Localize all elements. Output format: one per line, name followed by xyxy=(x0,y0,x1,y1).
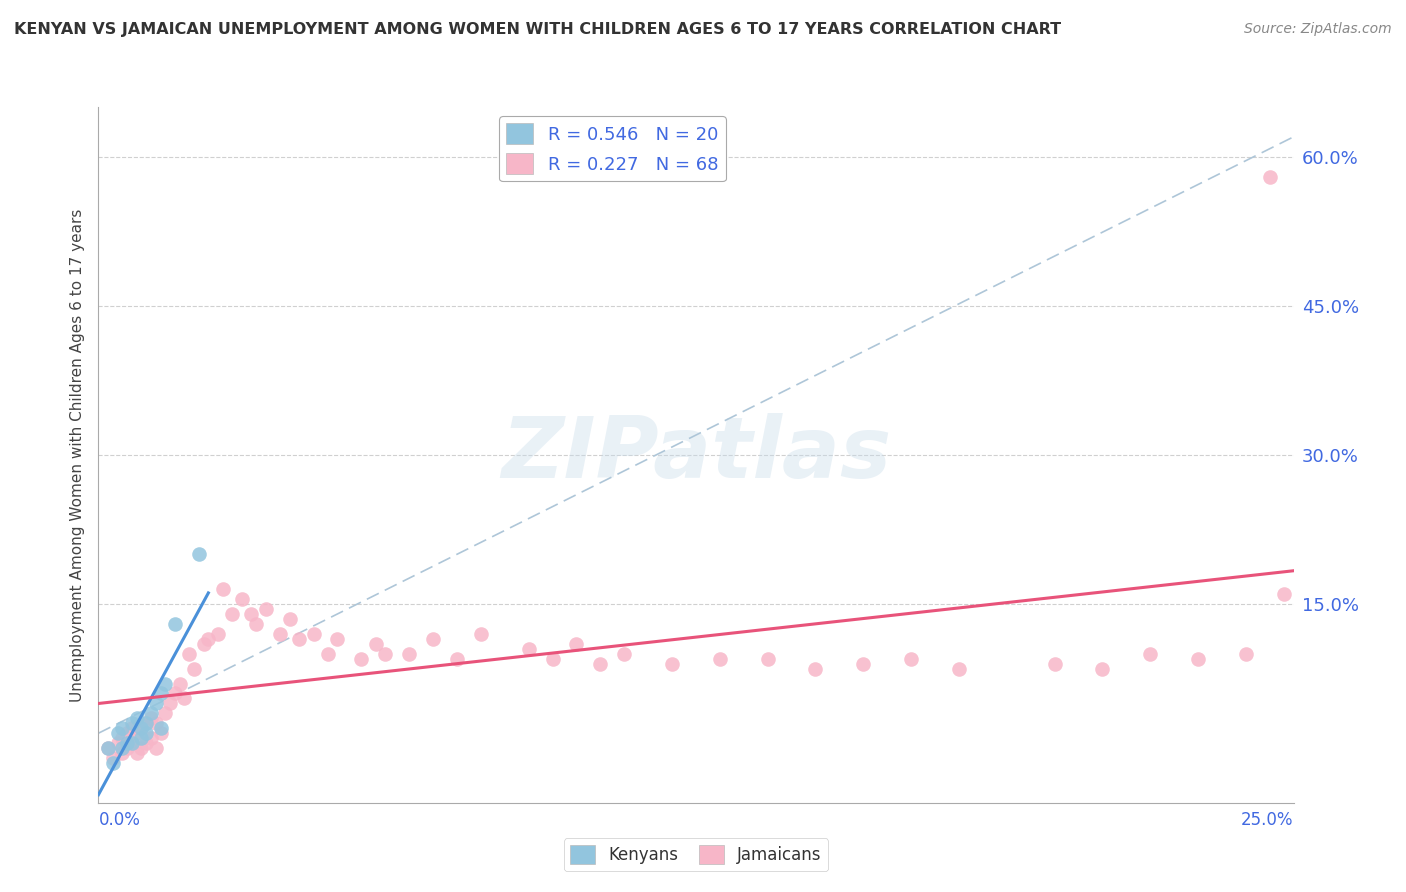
Point xyxy=(1258,169,1281,184)
Point xyxy=(900,651,922,665)
Point xyxy=(446,651,468,665)
Point xyxy=(179,647,201,661)
Point xyxy=(131,741,153,756)
Point xyxy=(135,716,157,731)
Point xyxy=(197,632,219,646)
Point xyxy=(155,706,177,721)
Point xyxy=(709,651,731,665)
Point xyxy=(101,756,124,770)
Point xyxy=(125,726,148,740)
Point xyxy=(589,657,612,671)
Point xyxy=(398,647,420,661)
Point xyxy=(183,662,205,676)
Point xyxy=(169,676,191,690)
Point xyxy=(149,686,172,700)
Point xyxy=(374,647,396,661)
Text: 25.0%: 25.0% xyxy=(1241,811,1294,829)
Point xyxy=(107,726,129,740)
Point xyxy=(135,736,157,750)
Point xyxy=(1234,647,1257,661)
Point xyxy=(107,736,129,750)
Point xyxy=(173,691,195,706)
Point xyxy=(1139,647,1161,661)
Legend: Kenyans, Jamaicans: Kenyans, Jamaicans xyxy=(564,838,828,871)
Point xyxy=(163,686,186,700)
Point xyxy=(231,592,253,607)
Point xyxy=(326,632,349,646)
Point xyxy=(145,716,167,731)
Point xyxy=(139,731,162,746)
Point xyxy=(565,637,588,651)
Point xyxy=(661,657,683,671)
Point xyxy=(97,741,120,756)
Point xyxy=(115,741,138,756)
Point xyxy=(517,641,540,656)
Point xyxy=(121,736,143,750)
Point xyxy=(135,716,157,731)
Point xyxy=(101,751,124,765)
Point xyxy=(135,726,157,740)
Point xyxy=(131,721,153,735)
Point xyxy=(187,547,209,561)
Point xyxy=(131,731,153,746)
Point xyxy=(111,746,134,760)
Point xyxy=(121,716,143,731)
Y-axis label: Unemployment Among Women with Children Ages 6 to 17 years: Unemployment Among Women with Children A… xyxy=(69,208,84,702)
Point xyxy=(852,657,875,671)
Text: 0.0%: 0.0% xyxy=(98,811,141,829)
Point xyxy=(193,637,215,651)
Point xyxy=(541,651,564,665)
Point xyxy=(245,616,267,631)
Point xyxy=(302,627,325,641)
Text: ZIPatlas: ZIPatlas xyxy=(501,413,891,497)
Point xyxy=(288,632,311,646)
Point xyxy=(125,711,148,725)
Point xyxy=(155,676,177,690)
Point xyxy=(149,726,172,740)
Point xyxy=(756,651,779,665)
Point xyxy=(111,731,134,746)
Point xyxy=(115,736,138,750)
Point xyxy=(1043,657,1066,671)
Point xyxy=(145,741,167,756)
Point xyxy=(1272,587,1295,601)
Point xyxy=(211,582,233,596)
Point xyxy=(131,721,153,735)
Point xyxy=(125,746,148,760)
Point xyxy=(613,647,636,661)
Point xyxy=(97,741,120,756)
Point xyxy=(316,647,339,661)
Point xyxy=(163,616,186,631)
Point xyxy=(159,697,181,711)
Point xyxy=(278,612,301,626)
Point xyxy=(350,651,373,665)
Point xyxy=(1091,662,1114,676)
Point xyxy=(149,721,172,735)
Point xyxy=(240,607,263,621)
Point xyxy=(470,627,492,641)
Point xyxy=(139,711,162,725)
Text: KENYAN VS JAMAICAN UNEMPLOYMENT AMONG WOMEN WITH CHILDREN AGES 6 TO 17 YEARS COR: KENYAN VS JAMAICAN UNEMPLOYMENT AMONG WO… xyxy=(14,22,1062,37)
Point xyxy=(269,627,291,641)
Point xyxy=(145,697,167,711)
Point xyxy=(111,721,134,735)
Point xyxy=(221,607,243,621)
Point xyxy=(111,741,134,756)
Point xyxy=(1187,651,1209,665)
Point xyxy=(804,662,827,676)
Point xyxy=(422,632,444,646)
Point xyxy=(948,662,970,676)
Point xyxy=(121,721,143,735)
Point xyxy=(115,726,138,740)
Text: Source: ZipAtlas.com: Source: ZipAtlas.com xyxy=(1244,22,1392,37)
Point xyxy=(207,627,229,641)
Point xyxy=(121,736,143,750)
Point xyxy=(139,706,162,721)
Point xyxy=(254,602,277,616)
Point xyxy=(364,637,387,651)
